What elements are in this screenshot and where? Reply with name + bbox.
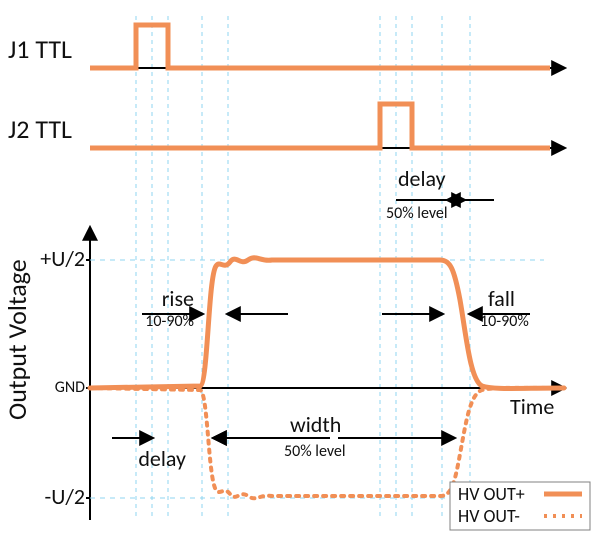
level-minus-half: -U/2: [45, 483, 86, 510]
x-axis-title: Time: [510, 393, 554, 420]
y-axis-title: Output Voltage: [1, 259, 33, 420]
delay-bottom-label: delay: [138, 445, 186, 472]
level-plus-half: +U/2: [40, 245, 85, 272]
fall-label: fall: [488, 285, 515, 312]
width-sub: 50% level: [284, 442, 346, 461]
level-gnd: GND: [55, 378, 85, 397]
delay-top-label: delay: [398, 165, 446, 192]
rise-label: rise: [162, 285, 194, 312]
delay-top-sub: 50% level: [386, 204, 448, 223]
j2-ttl-label: J2 TTL: [8, 113, 72, 145]
legend-label: HV OUT+: [458, 483, 525, 505]
width-label: width: [290, 411, 341, 438]
legend-label: HV OUT-: [458, 505, 520, 527]
j2-ttl-pulse: [90, 104, 550, 148]
j1-ttl-label: J1 TTL: [8, 33, 72, 65]
j1-ttl-pulse: [90, 25, 550, 68]
